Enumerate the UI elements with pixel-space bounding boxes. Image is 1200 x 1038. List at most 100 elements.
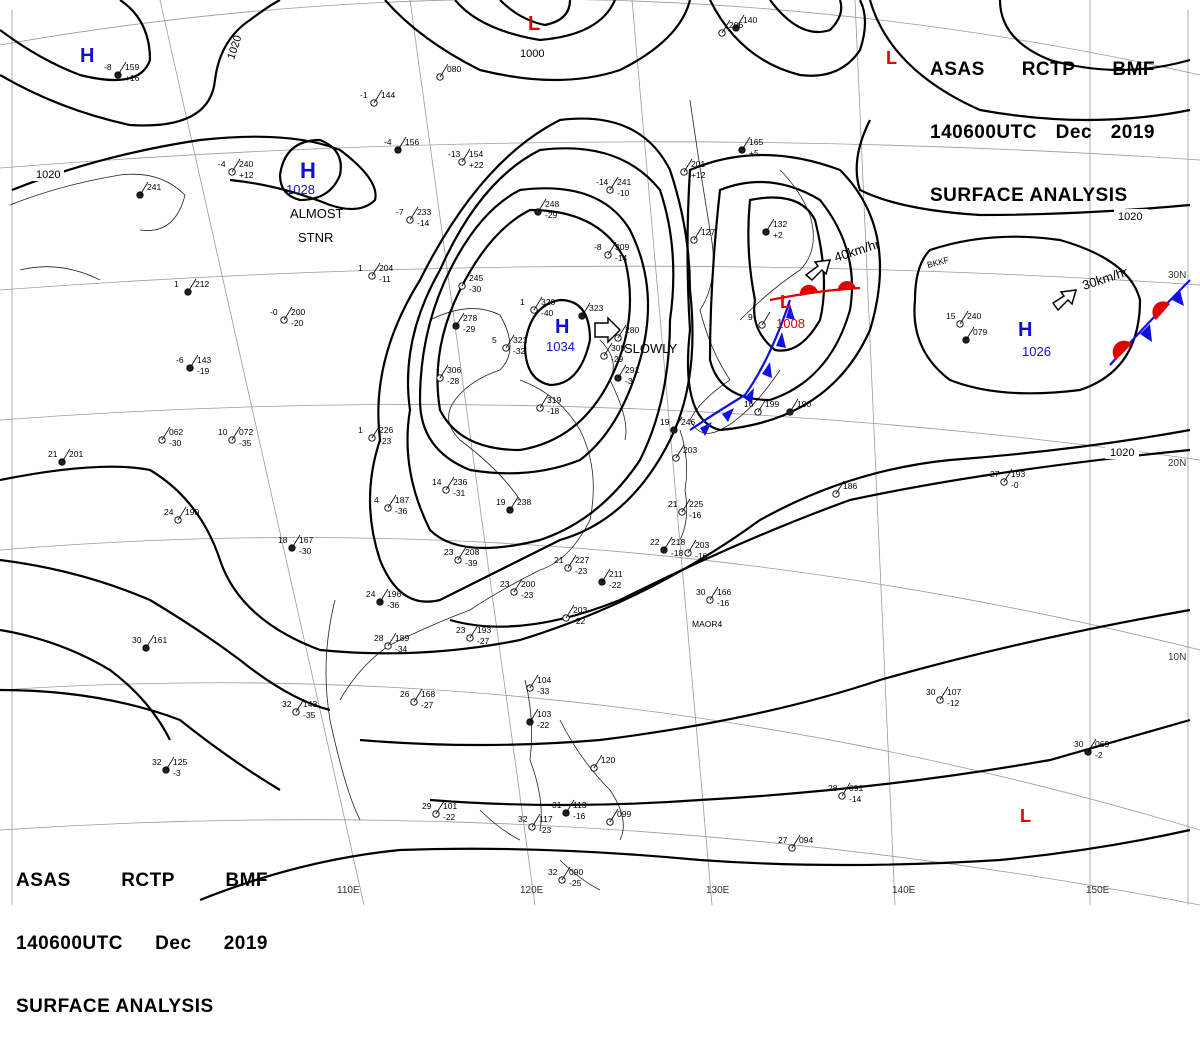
station-pressure: 240 bbox=[967, 311, 981, 321]
station-pressure: 306 bbox=[447, 365, 461, 375]
station-tendency: -14 bbox=[849, 794, 862, 804]
header-center: RCTP bbox=[121, 870, 175, 891]
station-pressure: 193 bbox=[477, 625, 491, 635]
wind-barb bbox=[617, 324, 627, 339]
header-month: Dec bbox=[1055, 122, 1093, 143]
wind-barb bbox=[189, 354, 199, 369]
wind-barb bbox=[1003, 468, 1013, 483]
wind-barb bbox=[457, 546, 467, 561]
station-temperature: -4 bbox=[384, 137, 392, 147]
station-tendency: -22 bbox=[573, 616, 586, 626]
header-time: 140600UTC bbox=[16, 933, 123, 954]
station-pressure: 103 bbox=[537, 709, 551, 719]
station-temperature: 9 bbox=[748, 312, 753, 322]
station-pressure: 159 bbox=[125, 62, 139, 72]
wind-barb bbox=[765, 218, 775, 233]
station-pressure: 321 bbox=[513, 335, 527, 345]
station-tendency: -3 bbox=[625, 376, 633, 386]
station-temperature: 24 bbox=[366, 589, 376, 599]
high-center-letter: H bbox=[1018, 319, 1032, 341]
station-tendency: -28 bbox=[447, 376, 460, 386]
station-pressure: 143 bbox=[303, 699, 317, 709]
arrow-slowly bbox=[594, 316, 622, 344]
station-pressure: 323 bbox=[589, 303, 603, 313]
wind-barb bbox=[461, 148, 471, 163]
station-pressure: 309 bbox=[611, 343, 625, 353]
station-pressure: 120 bbox=[601, 755, 615, 765]
annotation-stnr: STNR bbox=[298, 230, 333, 245]
station-pressure: 203 bbox=[573, 605, 587, 615]
station-tendency: +12 bbox=[691, 170, 706, 180]
wind-barb bbox=[379, 588, 389, 603]
station-pressure: 187 bbox=[395, 495, 409, 505]
station-pressure: 240 bbox=[239, 159, 253, 169]
wind-barb bbox=[593, 754, 603, 769]
station-temperature: 5 bbox=[492, 335, 497, 345]
lon-label: 120E bbox=[520, 885, 544, 896]
lon-label: 150E bbox=[1086, 885, 1110, 896]
station-temperature: 10 bbox=[218, 427, 228, 437]
high-center-value: 1028 bbox=[286, 182, 315, 197]
wind-barb bbox=[455, 312, 465, 327]
wind-barb bbox=[673, 416, 683, 431]
station-temperature: -0 bbox=[270, 307, 278, 317]
station-tendency: -35 bbox=[239, 438, 252, 448]
station-pressure: 099 bbox=[617, 809, 631, 819]
station-tendency: -0 bbox=[1011, 480, 1019, 490]
wind-barb bbox=[841, 782, 851, 797]
wind-barb bbox=[533, 296, 543, 311]
cold-front bbox=[689, 299, 792, 431]
station-pressure: 113 bbox=[573, 800, 587, 810]
station-temperature: 4 bbox=[374, 495, 379, 505]
station-temperature: 19 bbox=[660, 417, 670, 427]
station-pressure: 101 bbox=[443, 801, 457, 811]
station-tendency: -25 bbox=[569, 878, 582, 888]
station-pressure: 319 bbox=[547, 395, 561, 405]
annotation-slowly: SLOWLY bbox=[624, 341, 678, 356]
isobar-label: 1020 bbox=[36, 169, 60, 181]
station-pressure: 225 bbox=[689, 499, 703, 509]
wind-barb bbox=[1087, 738, 1097, 753]
low-center-letter: L bbox=[886, 48, 897, 68]
station-pressure: 165 bbox=[749, 137, 763, 147]
station-pressure: 200 bbox=[521, 579, 535, 589]
wind-barb bbox=[231, 158, 241, 173]
station-pressure: 156 bbox=[405, 137, 419, 147]
station-tendency: -27 bbox=[477, 636, 490, 646]
lat-label: 10N bbox=[1168, 652, 1186, 663]
station-pressure: 309 bbox=[615, 242, 629, 252]
wind-barb bbox=[939, 686, 949, 701]
station-tendency: -23 bbox=[521, 590, 534, 600]
station-tendency: -23 bbox=[575, 566, 588, 576]
high-center-value: 1034 bbox=[546, 339, 575, 354]
station-pressure: 186 bbox=[843, 481, 857, 491]
wind-barb bbox=[681, 498, 691, 513]
station-temperature: -8 bbox=[594, 242, 602, 252]
station-pressure: 218 bbox=[671, 537, 685, 547]
wind-barb bbox=[461, 272, 471, 287]
station-tendency: -16 bbox=[573, 811, 586, 821]
station-tendency: -36 bbox=[395, 506, 408, 516]
station-tendency: -30 bbox=[169, 438, 182, 448]
station-temperature: 1 bbox=[358, 263, 363, 273]
station-tendency: -31 bbox=[453, 488, 466, 498]
isobar-label: 1020 bbox=[1118, 211, 1142, 223]
station-tendency: -29 bbox=[545, 210, 558, 220]
station-tendency: -30 bbox=[469, 284, 482, 294]
station-pressure: 248 bbox=[545, 199, 559, 209]
station-pressure: 200 bbox=[291, 307, 305, 317]
station-pressure: 140 bbox=[743, 15, 757, 25]
station-temperature: 23 bbox=[456, 625, 466, 635]
wind-barb bbox=[709, 586, 719, 601]
warm-front-east-semicircles bbox=[1112, 301, 1170, 360]
wind-barb bbox=[387, 632, 397, 647]
station-pressure: 233 bbox=[417, 207, 431, 217]
station-pressure: 190 bbox=[797, 399, 811, 409]
wind-barb bbox=[687, 539, 697, 554]
station-pressure: 208 bbox=[465, 547, 479, 557]
station-temperature: 27 bbox=[990, 469, 1000, 479]
station-pressure: 072 bbox=[239, 427, 253, 437]
wind-barb bbox=[537, 198, 547, 213]
station-tendency: -3 bbox=[173, 768, 181, 778]
station-temperature: -1 bbox=[360, 90, 368, 100]
